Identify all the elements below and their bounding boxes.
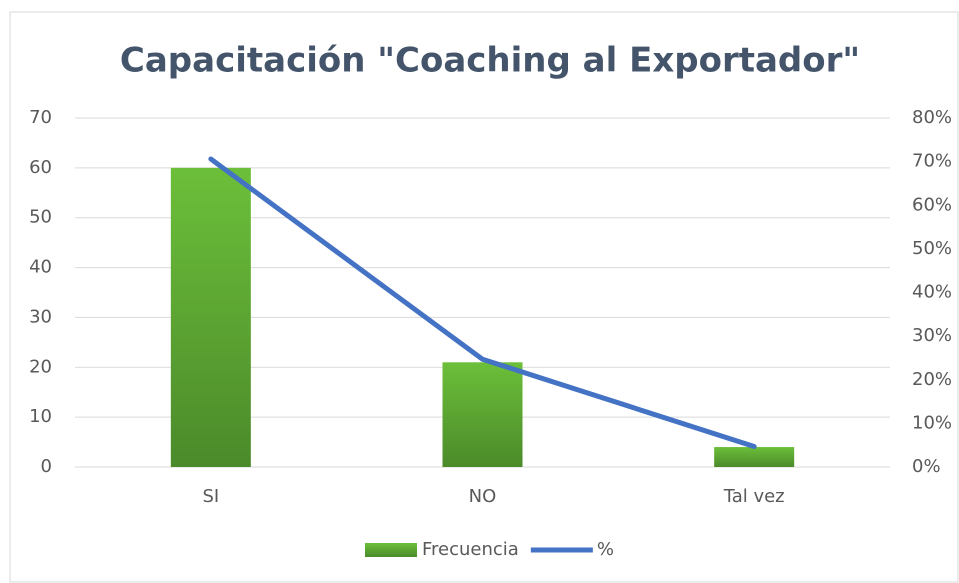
y2-tick-label: 80% (912, 107, 952, 128)
y2-tick-label: 70% (912, 151, 952, 172)
chart-title: Capacitación "Coaching al Exportador" (120, 41, 860, 81)
y2-tick-label: 20% (912, 369, 952, 390)
y2-tick-label: 10% (912, 412, 952, 433)
legend-swatch (365, 543, 417, 557)
chart-frame (9, 11, 959, 583)
y2-tick-label: 30% (912, 325, 952, 346)
bar (442, 362, 523, 467)
y2-tick-label: 60% (912, 194, 952, 215)
y-tick-label: 60 (29, 157, 52, 178)
y2-tick-label: 0% (912, 456, 941, 477)
bar (170, 167, 251, 467)
legend-label: Frecuencia (422, 539, 519, 560)
y-tick-label: 20 (29, 356, 52, 377)
bar (714, 447, 795, 467)
y-tick-label: 10 (29, 406, 52, 427)
y2-tick-label: 50% (912, 238, 952, 259)
y-tick-label: 50 (29, 207, 52, 228)
x-tick-label: Tal vez (723, 486, 785, 507)
y-tick-label: 0 (41, 456, 52, 477)
line (208, 156, 757, 449)
y-tick-label: 40 (29, 257, 52, 278)
y2-tick-label: 40% (912, 282, 952, 303)
x-tick-label: SI (202, 486, 219, 507)
x-tick-label: NO (469, 486, 497, 507)
legend-label: % (597, 539, 614, 560)
y-tick-label: 70 (29, 107, 52, 128)
y-tick-label: 30 (29, 306, 52, 327)
